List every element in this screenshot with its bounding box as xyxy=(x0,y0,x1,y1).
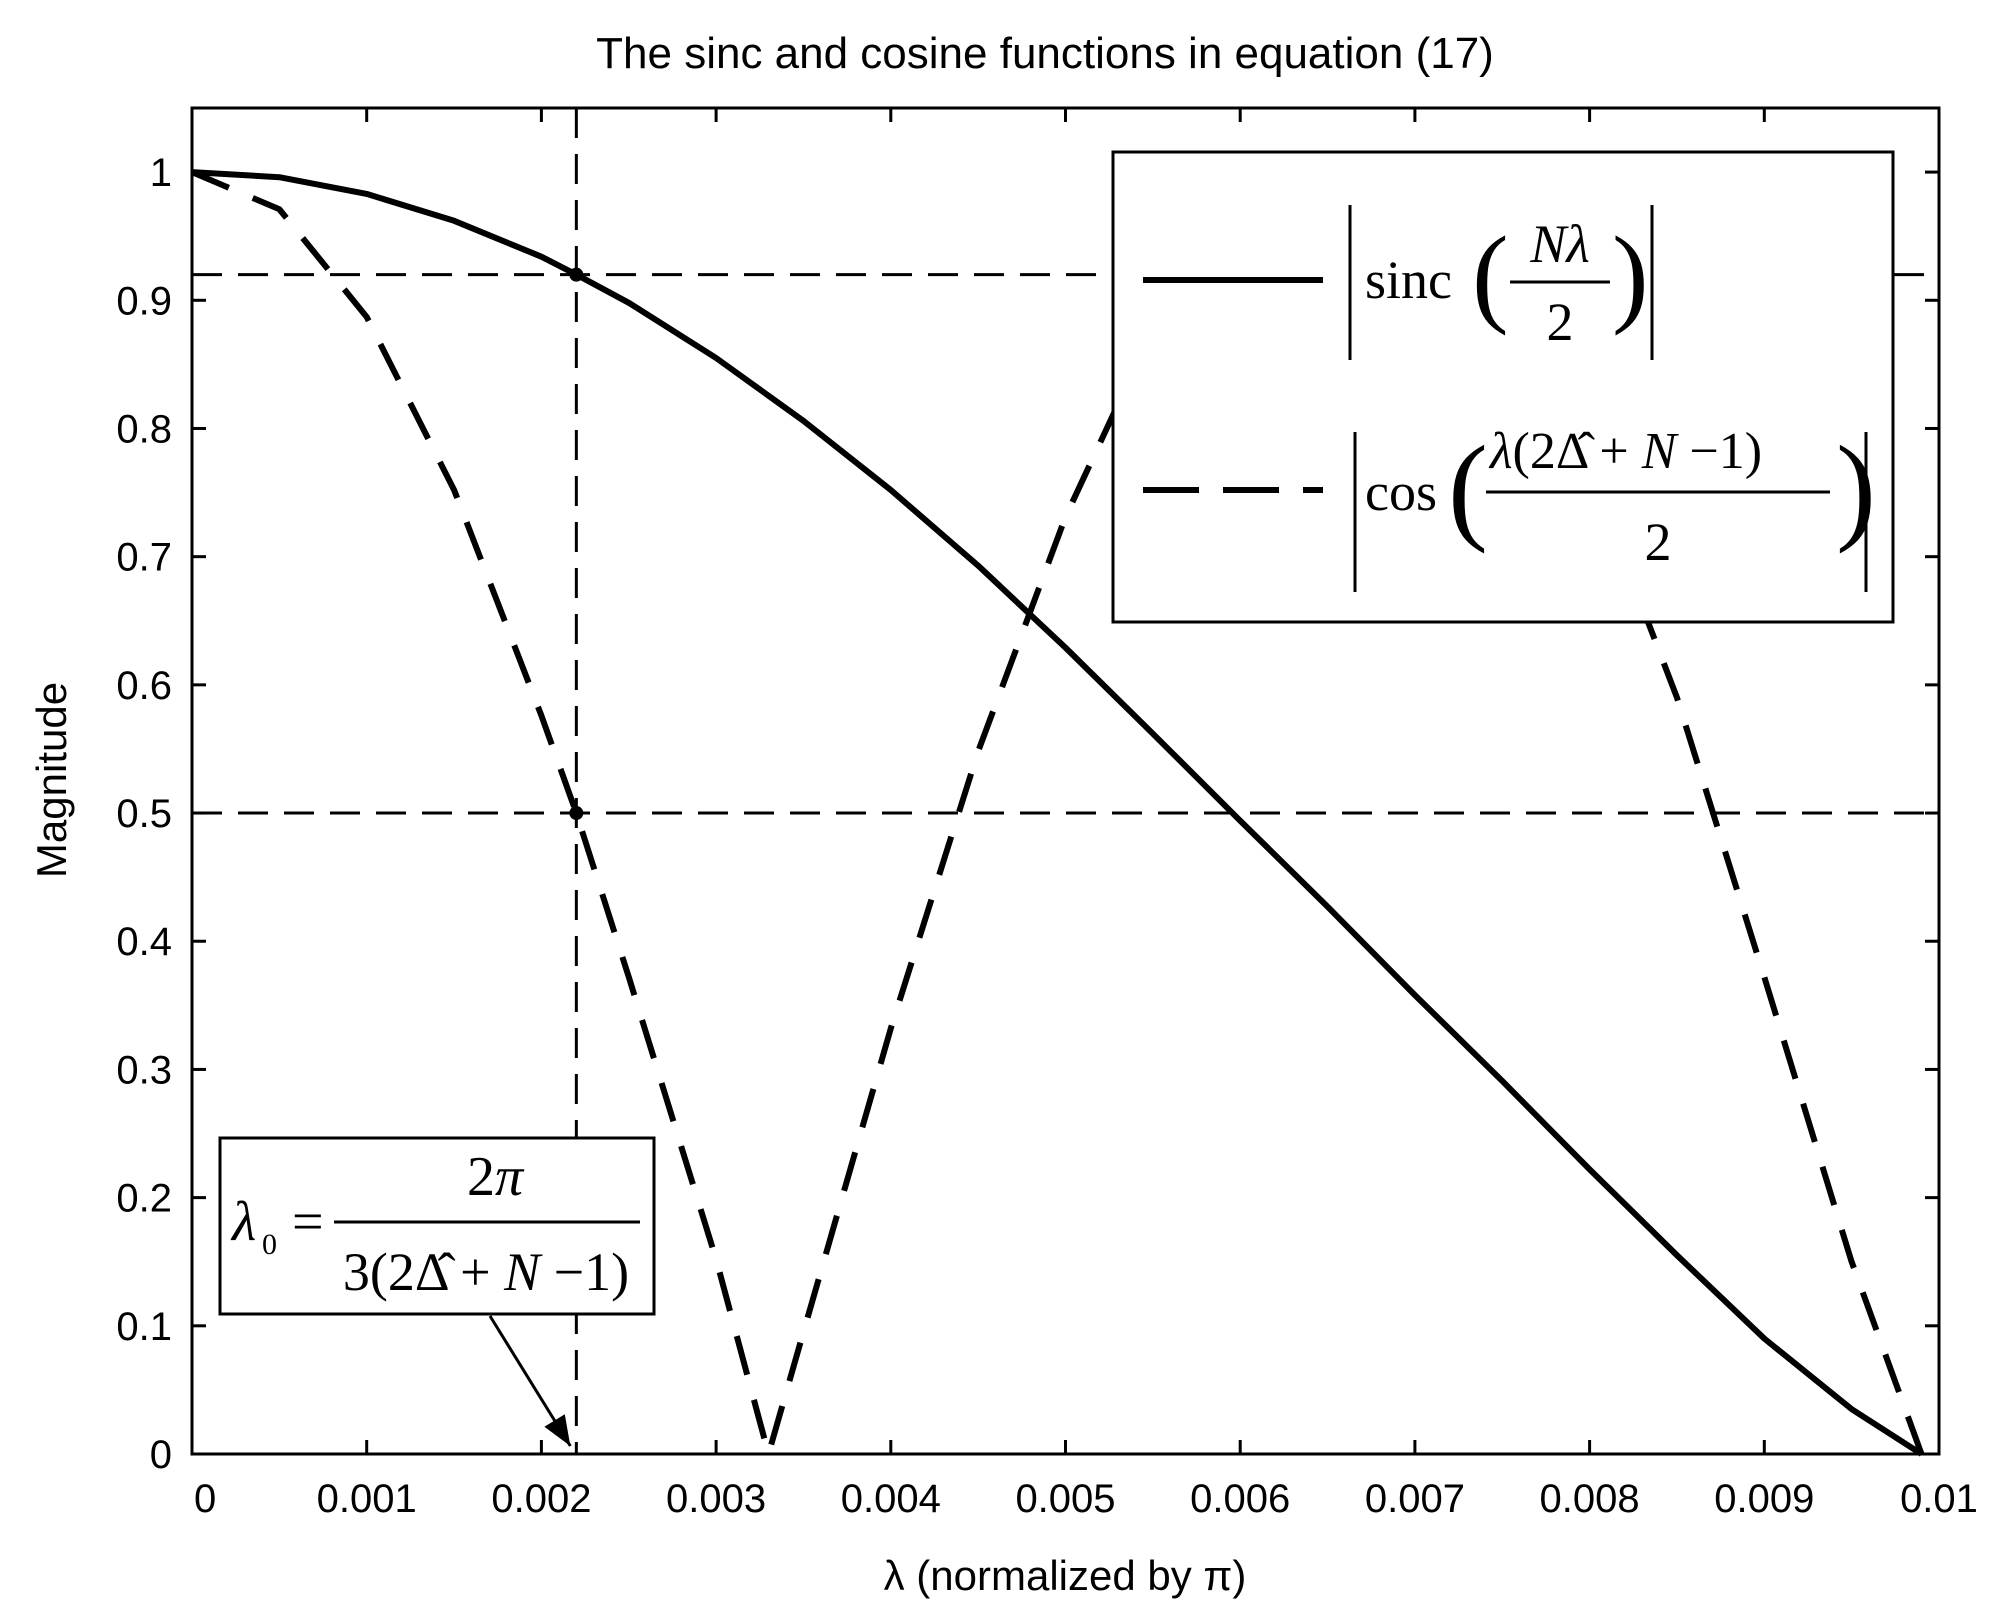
x-tick-label: 0.01 xyxy=(1900,1477,1978,1521)
x-tick-label: 0.003 xyxy=(666,1477,766,1521)
svg-text:=: = xyxy=(292,1191,324,1253)
lambda0-annotation: λ 0 = 2π 3(2Δ̂ + N −1) xyxy=(218,1136,656,1447)
annotation-arrow xyxy=(488,1315,572,1447)
svg-text:): ) xyxy=(1836,421,1876,554)
intersection-marker xyxy=(569,806,584,821)
y-tick-label: 0.1 xyxy=(116,1305,172,1349)
y-tick-label: 0.4 xyxy=(116,920,172,964)
x-tick-label: 0.002 xyxy=(491,1477,591,1521)
legend-box xyxy=(1111,150,1895,624)
legend-sinc-formula: sinc ( Nλ 2 ) xyxy=(1348,205,1654,360)
svg-text:(: ( xyxy=(1448,421,1488,554)
x-tick-label: 0.008 xyxy=(1540,1477,1640,1521)
x-tick-label: 0.007 xyxy=(1365,1477,1465,1521)
y-tick-label: 0.2 xyxy=(116,1177,172,1221)
x-axis-ticks: 0 0.001 0.002 0.003 0.004 0.005 0.006 0.007 0.00… xyxy=(190,108,1978,1521)
y-tick-label: 0.9 xyxy=(116,279,172,323)
svg-text:sinc: sinc xyxy=(1365,250,1452,310)
svg-text:Nλ: Nλ xyxy=(1529,214,1589,274)
y-tick-label: 0.5 xyxy=(116,792,172,836)
x-tick-label: 0.006 xyxy=(1190,1477,1290,1521)
svg-text:λ: λ xyxy=(230,1191,256,1253)
svg-text:2π: 2π xyxy=(467,1146,525,1208)
svg-text:2: 2 xyxy=(1547,292,1574,352)
legend: sinc ( Nλ 2 ) cos ( λ(2Δ̂ + N −1) 2 ) xyxy=(1111,150,1895,624)
svg-text:cos: cos xyxy=(1365,462,1437,522)
svg-text:): ) xyxy=(1612,214,1649,336)
x-tick-label: 0.009 xyxy=(1714,1477,1814,1521)
svg-text:λ(2Δ̂ + N −1): λ(2Δ̂ + N −1) xyxy=(1488,423,1762,480)
x-axis-label: λ (normalized by π) xyxy=(884,1552,1247,1599)
y-tick-label: 0.6 xyxy=(116,664,172,708)
y-tick-label: 0.3 xyxy=(116,1048,172,1092)
y-tick-label: 0 xyxy=(150,1433,172,1477)
series-line-sinc xyxy=(191,169,1924,1457)
x-tick-label: 0.005 xyxy=(1015,1477,1115,1521)
annotation-box xyxy=(218,1136,656,1316)
arrow-head xyxy=(544,1414,571,1446)
y-axis-label: Magnitude xyxy=(28,682,75,878)
y-tick-label: 0.7 xyxy=(116,536,172,580)
x-tick-label: 0 xyxy=(194,1477,216,1521)
intersection-marker xyxy=(569,267,584,282)
y-tick-label: 1 xyxy=(150,151,172,195)
y-tick-label: 0.8 xyxy=(116,407,172,451)
svg-text:0: 0 xyxy=(262,1228,277,1261)
y-axis-ticks: 0 0.1 0.2 0.3 0.4 0.5 0.6 0.7 0.8 0.9 1 xyxy=(116,151,1939,1477)
chart-title: The sinc and cosine functions in equatio… xyxy=(596,29,1494,78)
x-tick-label: 0.001 xyxy=(317,1477,417,1521)
svg-text:2: 2 xyxy=(1645,512,1672,572)
svg-text:(: ( xyxy=(1472,214,1509,336)
x-tick-label: 0.004 xyxy=(841,1477,941,1521)
legend-cos-formula: cos ( λ(2Δ̂ + N −1) 2 ) xyxy=(1353,421,1876,592)
svg-text:3(2Δ̂ + N −1): 3(2Δ̂ + N −1) xyxy=(343,1242,629,1302)
